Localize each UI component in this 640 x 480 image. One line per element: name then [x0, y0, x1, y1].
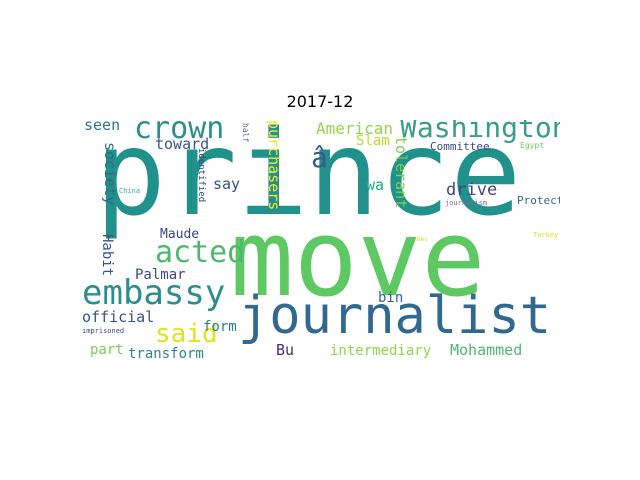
word-drive: drive [446, 180, 498, 200]
word-move: move [230, 197, 486, 320]
word-dec: Dec [417, 236, 428, 243]
word-a-circ: â [311, 141, 328, 174]
word-bin: bin [378, 290, 404, 306]
word-part: part [90, 342, 124, 358]
word-identified: identified [196, 148, 206, 203]
word-wa: wa [366, 176, 385, 194]
word-transform: transform [128, 346, 204, 360]
word-imprisoned: imprisoned [82, 327, 125, 335]
word-purchasers: purchasers [265, 120, 283, 211]
word-toward: toward [155, 135, 210, 153]
word-mohammed: Mohammed [450, 341, 523, 359]
word-half: half [241, 123, 250, 143]
word-turkey: Turkey [533, 231, 559, 239]
word-american: American [316, 120, 394, 138]
word-society: society [101, 142, 119, 206]
word-journalist: journalist [238, 286, 552, 346]
word-say: say [213, 175, 241, 193]
word-bu: Bu [276, 341, 295, 359]
word-official: official [82, 308, 155, 326]
word-cloud: prince move journalist Washington embass… [80, 120, 560, 360]
word-prince: prince [95, 120, 522, 242]
word-maude: Maude [160, 227, 200, 242]
word-form: form [203, 319, 237, 335]
word-palmar: Palmar [135, 267, 186, 283]
word-china: China [119, 187, 141, 195]
word-journalism: journalism [445, 199, 488, 207]
word-egypt: Egypt [520, 141, 545, 150]
word-tolerant: tolerant [392, 136, 410, 209]
word-acted: acted [155, 235, 246, 270]
word-seen: seen [84, 120, 121, 134]
word-committee: Committee [430, 140, 490, 153]
chart-title: 2017-12 [286, 92, 354, 111]
word-protect: Protect [517, 194, 560, 207]
word-habit: Habit [99, 234, 115, 277]
word-said: said [155, 319, 218, 349]
word-slam: Slam [356, 133, 390, 149]
word-crown: crown [134, 120, 225, 146]
word-washington: Washington [400, 120, 560, 144]
word-embassy: embassy [82, 273, 226, 313]
word-intermediary: intermediary [330, 343, 432, 359]
